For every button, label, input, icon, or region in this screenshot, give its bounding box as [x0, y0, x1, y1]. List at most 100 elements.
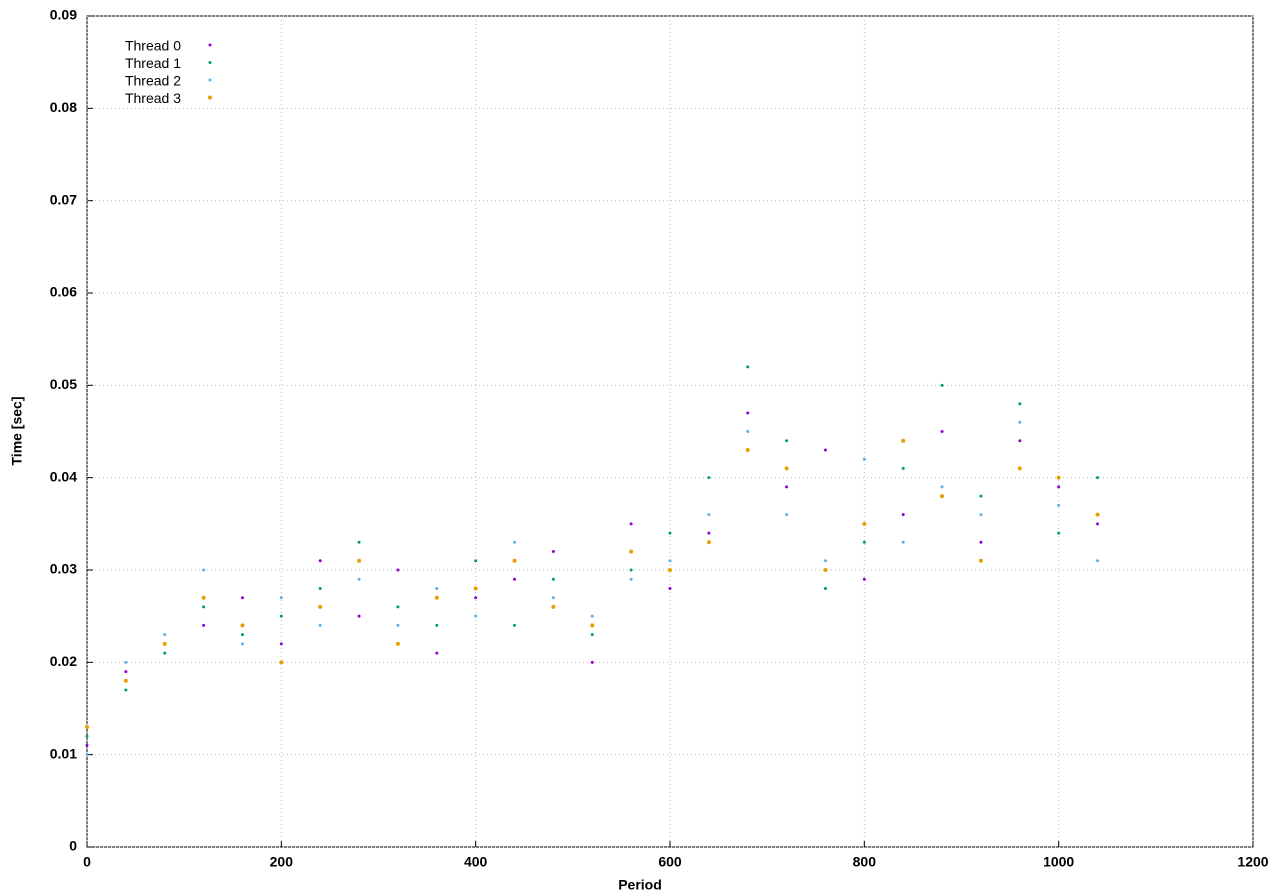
point: [940, 430, 944, 433]
point: [1057, 503, 1061, 507]
y-tick-label: 0.01: [50, 745, 77, 761]
point: [707, 513, 711, 517]
point: [745, 447, 750, 452]
point: [668, 531, 672, 535]
point: [706, 540, 711, 545]
legend-label: Thread 2: [125, 73, 181, 89]
point: [629, 577, 633, 581]
point: [940, 494, 945, 499]
y-tick-label: 0.06: [50, 284, 77, 300]
point: [435, 651, 439, 655]
y-tick-label: 0.07: [50, 191, 77, 207]
point: [357, 558, 362, 563]
point: [396, 568, 400, 572]
point: [240, 623, 245, 628]
point: [124, 688, 128, 692]
point: [785, 485, 789, 489]
point: [1096, 476, 1100, 480]
x-tick-label: 400: [464, 854, 488, 870]
point: [823, 586, 827, 590]
point: [395, 641, 400, 646]
point: [202, 605, 206, 609]
point: [202, 623, 206, 627]
point: [279, 660, 284, 665]
point: [279, 642, 283, 646]
point: [85, 724, 89, 729]
x-tick-label: 0: [83, 854, 91, 870]
point: [707, 476, 711, 480]
x-tick-label: 200: [270, 854, 294, 870]
point: [202, 568, 206, 572]
point: [668, 586, 672, 590]
point: [629, 568, 633, 572]
point: [357, 577, 361, 581]
point: [590, 633, 594, 637]
point: [513, 540, 517, 544]
point: [590, 623, 595, 628]
point: [240, 596, 244, 600]
point: [85, 753, 89, 757]
point: [746, 430, 750, 433]
point: [1096, 559, 1100, 563]
point: [1018, 402, 1022, 406]
y-tick-label: 0.05: [50, 376, 77, 392]
x-axis-label: Period: [618, 877, 662, 893]
point: [940, 383, 944, 387]
point: [862, 457, 866, 461]
point: [435, 586, 439, 590]
x-tick-label: 1000: [1043, 854, 1074, 870]
y-axis-label: Time [sec]: [9, 397, 25, 466]
point: [784, 466, 789, 471]
point: [823, 448, 827, 452]
point: [1096, 522, 1100, 526]
point: [590, 614, 594, 618]
point: [785, 513, 789, 517]
point: [823, 559, 827, 563]
point: [513, 577, 517, 581]
point: [318, 604, 323, 609]
y-tick-label: 0.03: [50, 561, 77, 577]
point: [551, 577, 555, 581]
point: [396, 623, 400, 627]
point: [123, 678, 128, 683]
y-tick-label: 0.04: [50, 468, 77, 484]
point: [396, 605, 400, 609]
point: [590, 660, 594, 664]
point: [746, 411, 750, 415]
y-tick-label: 0.08: [50, 99, 77, 115]
point: [435, 623, 439, 627]
legend-label: Thread 0: [125, 38, 181, 54]
point: [862, 540, 866, 544]
y-tick-label: 0.02: [50, 653, 77, 669]
point: [474, 596, 478, 600]
point: [940, 485, 944, 489]
point: [707, 531, 711, 535]
point: [979, 494, 983, 498]
legend-marker: [208, 78, 212, 82]
point: [629, 549, 634, 554]
point: [668, 568, 672, 572]
point: [1018, 420, 1022, 424]
point: [551, 596, 555, 600]
point: [163, 633, 167, 637]
x-tick-label: 1200: [1237, 854, 1268, 870]
point: [629, 522, 633, 526]
point: [862, 577, 866, 581]
point: [551, 604, 556, 609]
point: [785, 439, 789, 443]
point: [1018, 439, 1022, 443]
point: [512, 558, 517, 563]
point: [901, 438, 906, 443]
point: [162, 641, 167, 646]
point: [473, 586, 478, 591]
point: [434, 595, 439, 600]
x-tick-label: 600: [658, 854, 682, 870]
legend-marker: [208, 61, 212, 64]
point: [240, 633, 244, 637]
point: [85, 734, 89, 738]
point: [1057, 485, 1061, 489]
point: [279, 614, 283, 618]
legend-marker: [208, 43, 212, 47]
